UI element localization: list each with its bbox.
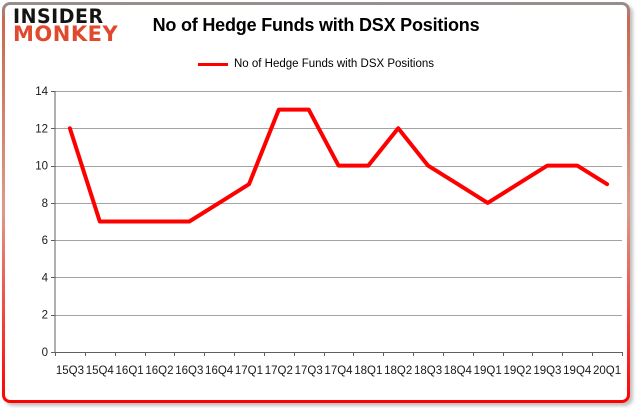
- svg-text:17Q4: 17Q4: [324, 365, 353, 377]
- logo-text-monkey: MONKEY: [13, 22, 119, 46]
- svg-text:16Q3: 16Q3: [175, 365, 203, 377]
- svg-text:4: 4: [42, 272, 49, 284]
- svg-text:0: 0: [42, 347, 48, 359]
- svg-text:16Q1: 16Q1: [116, 365, 144, 377]
- svg-text:18Q4: 18Q4: [444, 365, 473, 377]
- svg-text:12: 12: [35, 123, 48, 135]
- svg-text:2: 2: [42, 310, 48, 322]
- legend-line-swatch: [197, 62, 228, 66]
- svg-text:17Q2: 17Q2: [265, 365, 293, 377]
- svg-text:10: 10: [35, 161, 48, 173]
- svg-text:17Q1: 17Q1: [235, 365, 263, 377]
- insider-monkey-logo: INSIDER MONKEY: [13, 5, 119, 46]
- svg-text:17Q3: 17Q3: [295, 365, 323, 377]
- svg-text:19Q2: 19Q2: [503, 365, 531, 377]
- page-title: No of Hedge Funds with DSX Positions: [152, 15, 480, 35]
- svg-text:18Q3: 18Q3: [414, 365, 442, 377]
- chart-legend: No of Hedge Funds with DSX Positions: [5, 58, 627, 70]
- svg-text:15Q4: 15Q4: [86, 365, 115, 377]
- svg-text:6: 6: [42, 235, 48, 247]
- chart-card: INSIDER MONKEY No of Hedge Funds with DS…: [5, 5, 627, 400]
- svg-text:19Q1: 19Q1: [474, 365, 502, 377]
- svg-text:14: 14: [35, 86, 48, 98]
- svg-text:18Q2: 18Q2: [384, 365, 412, 377]
- logo-text-insider: INSIDER: [13, 5, 104, 29]
- svg-text:8: 8: [42, 198, 48, 210]
- svg-text:20Q1: 20Q1: [593, 365, 621, 377]
- svg-text:19Q3: 19Q3: [533, 365, 561, 377]
- svg-text:15Q3: 15Q3: [56, 365, 84, 377]
- svg-text:18Q1: 18Q1: [354, 365, 382, 377]
- svg-text:16Q2: 16Q2: [145, 365, 173, 377]
- svg-text:19Q4: 19Q4: [563, 365, 592, 377]
- legend-label: No of Hedge Funds with DSX Positions: [233, 58, 435, 70]
- svg-text:16Q4: 16Q4: [205, 365, 234, 377]
- chart-card-frame: INSIDER MONKEY No of Hedge Funds with DS…: [2, 2, 630, 403]
